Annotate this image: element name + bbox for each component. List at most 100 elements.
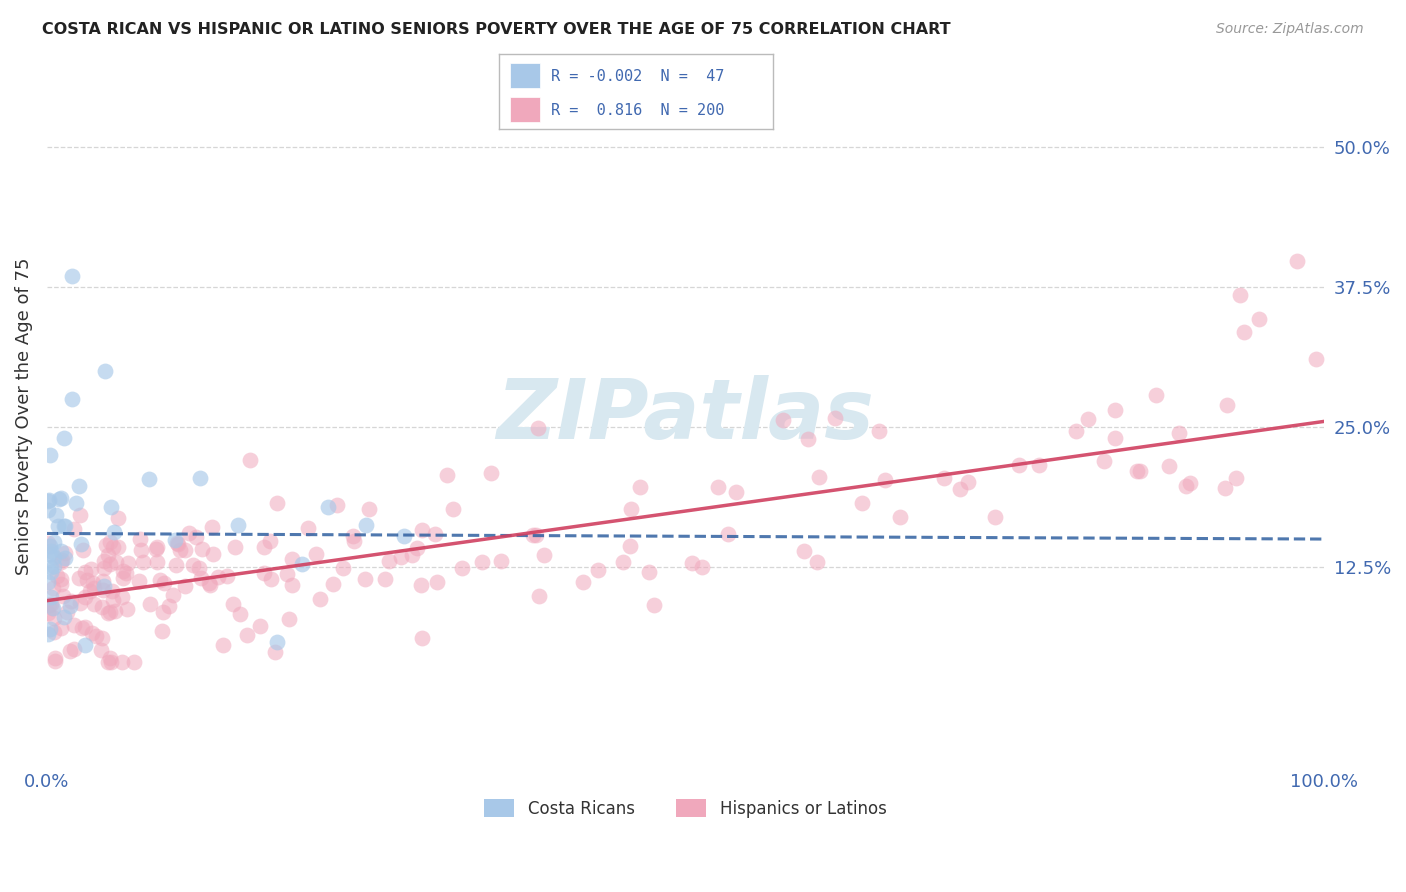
- Point: [174, 579, 197, 593]
- Point: [1076, 412, 1098, 426]
- Point: [117, 556, 139, 570]
- Point: [1249, 311, 1271, 326]
- Point: [190, 542, 212, 557]
- Point: [67, 570, 90, 584]
- Point: [354, 517, 377, 532]
- Point: [100, 605, 122, 619]
- Point: [115, 602, 138, 616]
- Point: [332, 561, 354, 575]
- Point: [41, 600, 63, 615]
- Point: [1028, 458, 1050, 473]
- Point: [239, 453, 262, 467]
- FancyBboxPatch shape: [510, 96, 540, 122]
- Point: [277, 612, 299, 626]
- Point: [522, 527, 544, 541]
- Point: [868, 424, 890, 438]
- Point: [181, 558, 204, 573]
- Point: [101, 593, 124, 607]
- Point: [1174, 479, 1197, 493]
- Point: [97, 655, 120, 669]
- Point: [401, 548, 423, 562]
- Point: [53, 550, 76, 565]
- Point: [67, 479, 90, 493]
- Point: [152, 605, 174, 619]
- Point: [97, 548, 120, 562]
- Point: [97, 606, 120, 620]
- Point: [90, 631, 112, 645]
- Point: [202, 548, 225, 562]
- Point: [1129, 464, 1152, 478]
- Point: [326, 498, 349, 512]
- Point: [174, 543, 197, 558]
- Point: [60, 392, 83, 406]
- Point: [39, 565, 62, 579]
- Point: [62, 641, 84, 656]
- Point: [44, 611, 66, 625]
- Point: [37, 493, 59, 508]
- Point: [276, 566, 298, 581]
- Point: [717, 527, 740, 541]
- Point: [56, 605, 79, 619]
- Point: [252, 566, 274, 580]
- Point: [260, 572, 283, 586]
- Point: [983, 509, 1005, 524]
- Point: [122, 655, 145, 669]
- Point: [188, 471, 211, 485]
- Point: [98, 651, 121, 665]
- Point: [165, 558, 187, 573]
- Point: [1126, 464, 1149, 478]
- Point: [266, 495, 288, 509]
- Point: [46, 518, 69, 533]
- Point: [305, 547, 328, 561]
- Point: [73, 565, 96, 579]
- Point: [42, 558, 65, 573]
- Point: [426, 575, 449, 590]
- Point: [1157, 459, 1180, 474]
- Point: [111, 571, 134, 585]
- Point: [138, 597, 160, 611]
- FancyBboxPatch shape: [510, 62, 540, 87]
- Point: [228, 607, 250, 622]
- Point: [628, 480, 651, 494]
- Point: [281, 551, 304, 566]
- Point: [342, 529, 364, 543]
- Point: [620, 501, 643, 516]
- Point: [378, 554, 401, 568]
- Point: [1216, 398, 1239, 412]
- Point: [70, 536, 93, 550]
- Point: [93, 561, 115, 575]
- Point: [1144, 388, 1167, 402]
- Point: [222, 597, 245, 611]
- Point: [527, 421, 550, 435]
- Point: [359, 502, 381, 516]
- Point: [37, 575, 59, 590]
- Point: [150, 624, 173, 638]
- Point: [60, 594, 83, 608]
- Point: [129, 542, 152, 557]
- Point: [39, 622, 62, 636]
- Point: [69, 508, 91, 522]
- Point: [80, 626, 103, 640]
- Text: Source: ZipAtlas.com: Source: ZipAtlas.com: [1216, 22, 1364, 37]
- Point: [343, 534, 366, 549]
- Point: [62, 618, 84, 632]
- Point: [93, 554, 115, 568]
- Point: [149, 574, 172, 588]
- Point: [571, 574, 593, 589]
- Point: [1229, 288, 1251, 302]
- Point: [49, 544, 72, 558]
- Point: [619, 539, 641, 553]
- Point: [83, 582, 105, 596]
- Point: [39, 597, 62, 611]
- Point: [111, 590, 134, 604]
- Point: [281, 578, 304, 592]
- Point: [851, 496, 873, 510]
- Point: [1305, 351, 1327, 366]
- Point: [1285, 254, 1308, 268]
- Point: [177, 525, 200, 540]
- Point: [91, 574, 114, 588]
- Point: [612, 554, 634, 568]
- Point: [200, 520, 222, 534]
- Point: [772, 412, 794, 426]
- Point: [889, 509, 911, 524]
